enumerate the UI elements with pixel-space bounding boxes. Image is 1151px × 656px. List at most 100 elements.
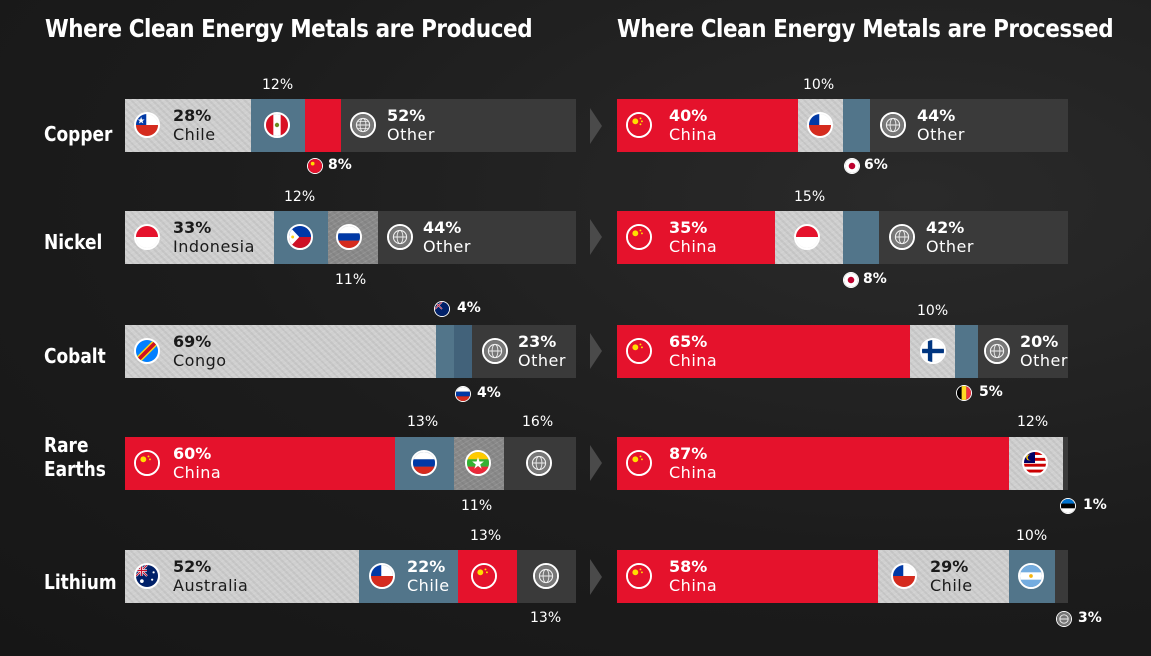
- chile-flag-icon: [134, 112, 160, 138]
- pct: 52%: [387, 106, 426, 125]
- ext-label: 4%: [457, 300, 481, 316]
- country: Indonesia: [173, 237, 255, 256]
- segment-myanmar: [454, 437, 504, 490]
- china-flag-icon: [307, 158, 323, 174]
- ext-label: 13%: [407, 414, 439, 430]
- li-produced-label-2: 22% Chile: [407, 557, 450, 595]
- pct: 35%: [669, 218, 708, 237]
- pct: 58%: [669, 557, 708, 576]
- pct: 20%: [1020, 332, 1059, 351]
- nickel-processed-label-1: 35% China: [669, 218, 717, 256]
- country: Other: [917, 125, 965, 144]
- country: China: [173, 463, 222, 482]
- li-produced-label-1: 52% Australia: [173, 557, 248, 595]
- segment-other: [1055, 550, 1068, 603]
- chile-flag-icon: [891, 563, 917, 589]
- segment-china: [617, 550, 878, 603]
- pct: 23%: [518, 332, 557, 351]
- segment-congo: [125, 325, 436, 378]
- segment-japan: [843, 99, 870, 152]
- pct: 42%: [926, 218, 965, 237]
- copper-processed-label-1: 40% China: [669, 106, 717, 144]
- pct: 69%: [173, 332, 212, 351]
- globe-icon: [533, 563, 559, 589]
- globe-icon: [889, 224, 915, 250]
- segment-china: [305, 99, 341, 152]
- country: Chile: [407, 576, 450, 595]
- ext-label: 11%: [461, 498, 493, 514]
- country: China: [669, 351, 718, 370]
- ext-label: 8%: [863, 271, 887, 287]
- bar-cobalt-processed: 65% China 20% Other: [617, 325, 1068, 378]
- pct: 28%: [173, 106, 212, 125]
- china-flag-icon: [626, 338, 652, 364]
- russia-flag-icon: [455, 386, 471, 402]
- country: Chile: [930, 576, 973, 595]
- metal-label-nickel: Nickel: [44, 230, 103, 254]
- finland-flag-icon: [920, 338, 946, 364]
- myanmar-flag-icon: [465, 450, 491, 476]
- nickel-processed-label-other: 42% Other: [926, 218, 974, 256]
- russia-flag-icon: [336, 224, 362, 250]
- ext-label: 1%: [1083, 497, 1107, 513]
- bar-nickel-produced: 33% Indonesia 44% Other: [125, 211, 576, 264]
- china-flag-icon: [626, 450, 652, 476]
- country: Other: [518, 351, 566, 370]
- ext-label: 6%: [864, 157, 888, 173]
- re-produced-label-1: 60% China: [173, 444, 221, 482]
- country: China: [669, 463, 718, 482]
- globe-icon: [482, 338, 508, 364]
- chile-flag-icon: [807, 112, 833, 138]
- nickel-produced-label-1: 33% Indonesia: [173, 218, 255, 256]
- bar-nickel-processed: 35% China 42% Other: [617, 211, 1068, 264]
- metal-label-earths: Earths: [44, 457, 106, 481]
- china-flag-icon: [134, 450, 160, 476]
- japan-flag-icon: [843, 272, 859, 288]
- segment-china: [617, 325, 910, 378]
- country: Congo: [173, 351, 227, 370]
- ext-label: 12%: [262, 77, 294, 93]
- globe-icon: [1056, 611, 1072, 627]
- ext-label: 12%: [1017, 414, 1049, 430]
- pct: 29%: [930, 557, 969, 576]
- segment-chile: [878, 550, 1009, 603]
- cobalt-processed-label-other: 20% Other: [1020, 332, 1068, 370]
- bar-rare-earths-processed: 87% China: [617, 437, 1068, 490]
- ext-label: 5%: [979, 384, 1003, 400]
- china-flag-icon: [471, 563, 497, 589]
- china-flag-icon: [626, 563, 652, 589]
- bar-copper-produced: 28% Chile 52% Other: [125, 99, 576, 152]
- country: Other: [926, 237, 974, 256]
- li-processed-label-2: 29% Chile: [930, 557, 973, 595]
- bar-rare-earths-produced: 60% China: [125, 437, 576, 490]
- china-flag-icon: [626, 224, 652, 250]
- arrow-nickel: [590, 219, 602, 255]
- australia-flag-icon: [434, 301, 450, 317]
- globe-icon: [350, 112, 376, 138]
- cobalt-processed-label-1: 65% China: [669, 332, 717, 370]
- ext-label: 11%: [335, 272, 367, 288]
- pct: 22%: [407, 557, 446, 576]
- country: Other: [1020, 351, 1068, 370]
- malaysia-flag-icon: [1022, 450, 1048, 476]
- globe-icon: [526, 450, 552, 476]
- ext-label: 10%: [803, 77, 835, 93]
- segment-estonia: [1063, 437, 1068, 490]
- peru-flag-icon: [264, 112, 290, 138]
- segment-other: [341, 99, 576, 152]
- segment-china: [617, 437, 1009, 490]
- segment-australia: [125, 550, 359, 603]
- ext-label: 3%: [1078, 610, 1102, 626]
- estonia-flag-icon: [1060, 498, 1076, 514]
- bar-lithium-produced: 52% Australia 22% Chile: [125, 550, 576, 603]
- pct: 40%: [669, 106, 708, 125]
- segment-japan: [843, 211, 879, 264]
- ext-label: 8%: [328, 157, 352, 173]
- congo-flag-icon: [134, 338, 160, 364]
- produced-title: Where Clean Energy Metals are Produced: [45, 14, 533, 43]
- processed-title: Where Clean Energy Metals are Processed: [617, 14, 1114, 43]
- globe-icon: [984, 338, 1010, 364]
- pct: 44%: [917, 106, 956, 125]
- segment-russia: [454, 325, 472, 378]
- russia-flag-icon: [411, 450, 437, 476]
